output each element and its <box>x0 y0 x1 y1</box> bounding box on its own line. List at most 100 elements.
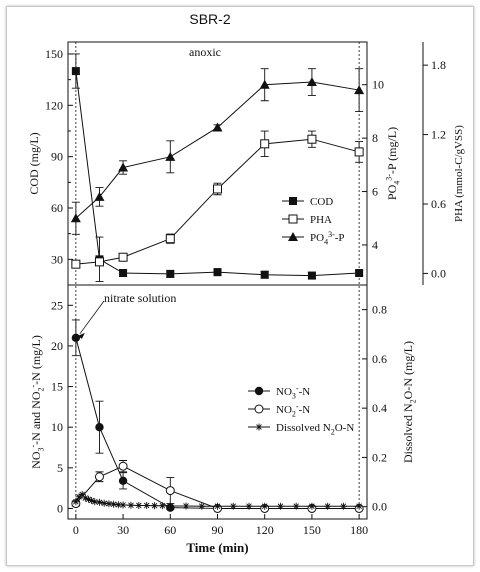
series-pha <box>71 130 364 269</box>
panel1-legend-label: PO43--P <box>310 230 345 247</box>
series-n2o <box>72 490 363 510</box>
data-point-n2o-strokes <box>81 494 89 502</box>
tick-label-time: 120 <box>256 523 274 537</box>
data-point-n2o <box>95 498 103 506</box>
data-point-cod <box>260 270 269 279</box>
annotation-arrow-line <box>79 300 105 335</box>
ylabel-cod: COD (mg/L) <box>27 132 41 194</box>
data-point-n2o-strokes <box>110 500 118 508</box>
data-point-pha <box>307 134 317 144</box>
data-point-cod <box>307 271 316 280</box>
data-point-po4 <box>165 151 176 161</box>
panel2-legend-marker-strokes <box>255 423 263 431</box>
plot-border <box>67 41 368 520</box>
data-point-n2o-strokes <box>198 502 206 510</box>
data-point-pha <box>71 259 81 269</box>
panel2-legend-marker <box>254 386 264 396</box>
tick-label-pha: 1.8 <box>431 58 446 72</box>
panel2-legend-marker <box>254 404 264 414</box>
data-point-n2o <box>245 502 253 510</box>
tick-label-n2o: 0.0 <box>372 500 387 514</box>
data-point-no3 <box>95 422 104 432</box>
data-point-n2o <box>110 500 118 508</box>
data-point-n2o-strokes <box>127 501 135 509</box>
data-point-po4 <box>118 162 129 172</box>
data-point-n2o <box>105 500 113 508</box>
data-point-po4 <box>70 213 81 223</box>
data-point-pha <box>213 184 222 194</box>
data-point-n2o-strokes <box>95 498 103 506</box>
data-point-pha <box>94 257 104 267</box>
figure-frame <box>6 6 474 566</box>
data-point-n2o <box>143 501 151 509</box>
data-point-n2o-strokes <box>143 501 151 509</box>
data-point-n2o <box>308 502 316 510</box>
ylabel-po4: PO43--P (mg/L) <box>384 127 401 200</box>
data-point-n2o <box>182 502 190 510</box>
panel1-legend-label: COD <box>310 196 333 208</box>
panel2-legend-label: NO3--N <box>276 384 310 401</box>
xlabel-time: Time (min) <box>186 540 248 555</box>
data-point-n2o <box>229 502 237 510</box>
data-point-pha <box>260 139 270 149</box>
tick-label-time: 60 <box>164 523 176 537</box>
data-point-n2o-strokes <box>119 501 127 509</box>
data-point-cod <box>71 67 80 76</box>
data-point-n2o <box>151 502 159 510</box>
chart-title: SBR-2 <box>189 11 230 27</box>
data-point-n2o <box>292 502 300 510</box>
data-point-n2o <box>75 493 83 501</box>
ylabel-n2o: Dissolved N2O-N (mg/L) <box>401 341 418 463</box>
tick-label-po4: 4 <box>372 238 378 252</box>
panel2-legend-label: NO2--N <box>276 402 310 419</box>
data-point-n2o <box>276 502 284 510</box>
data-point-n2o-strokes <box>339 502 347 510</box>
data-point-pha <box>354 147 364 157</box>
data-point-n2o <box>100 499 108 507</box>
data-point-n2o <box>339 502 347 510</box>
tick-label-pha: 0.6 <box>431 197 446 211</box>
data-point-n2o <box>261 502 269 510</box>
data-point-no3 <box>118 476 128 486</box>
data-point-cod <box>119 269 128 278</box>
data-point-n2o-strokes <box>88 497 96 505</box>
data-point-n2o-strokes <box>324 502 332 510</box>
panel1-legend: COD PHA PO43--P <box>282 196 345 246</box>
tick-label-n2o: 0.2 <box>372 450 387 464</box>
panel1-legend-marker <box>288 214 298 224</box>
tick-label-no3: 25 <box>51 298 63 312</box>
data-point-n2o-strokes <box>151 502 159 510</box>
data-point-n2o <box>81 494 89 502</box>
data-point-n2o-strokes <box>135 501 143 509</box>
ylabel-no3-no2: NO3--N and NO2--N (mg/L) <box>28 335 45 469</box>
annotation-arrow-head <box>77 332 85 339</box>
data-point-n2o-strokes <box>84 495 92 503</box>
data-point-n2o <box>158 502 166 510</box>
tick-label-n2o: 0.8 <box>372 303 387 317</box>
data-point-po4 <box>212 122 223 132</box>
data-point-n2o <box>166 502 174 510</box>
data-point-n2o-strokes <box>75 493 83 501</box>
tick-label-cod: 30 <box>51 252 63 266</box>
tick-label-po4: 6 <box>372 185 378 199</box>
tick-label-cod: 120 <box>45 98 63 112</box>
annotation-nitrate-solution: nitrate solution <box>104 291 176 305</box>
tick-label-time: 90 <box>212 523 224 537</box>
data-point-n2o-strokes <box>229 502 237 510</box>
data-point-no3 <box>71 333 81 343</box>
data-point-n2o-strokes <box>114 501 122 509</box>
panel1-legend-marker <box>288 232 298 241</box>
data-point-cod <box>355 269 364 278</box>
data-point-n2o <box>88 497 96 505</box>
data-point-n2o <box>127 501 135 509</box>
data-point-n2o <box>114 501 122 509</box>
tick-label-cod: 90 <box>51 150 63 164</box>
data-point-n2o <box>78 490 86 498</box>
tick-label-time: 0 <box>73 523 79 537</box>
data-point-n2o-strokes <box>308 502 316 510</box>
tick-label-no3: 5 <box>57 461 63 475</box>
panel1-legend-label: PHA <box>310 214 332 226</box>
data-point-n2o <box>135 501 143 509</box>
tick-label-no3: 15 <box>51 380 63 394</box>
data-point-n2o-strokes <box>158 502 166 510</box>
